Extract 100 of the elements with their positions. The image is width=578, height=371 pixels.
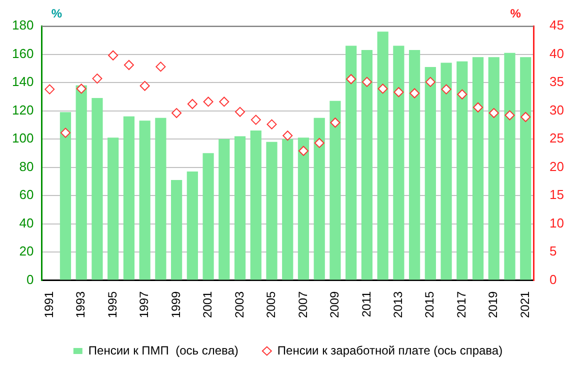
point: [488, 108, 499, 118]
y-tick-label: 180: [12, 18, 34, 33]
y2-tick-label: 20: [550, 158, 564, 174]
point: [282, 130, 293, 141]
bar: [330, 100, 341, 280]
x-tick-label: 2015: [422, 290, 437, 318]
point: [425, 76, 436, 87]
bar: [92, 98, 103, 280]
y-tick-label: 140: [12, 74, 34, 90]
point: [330, 118, 340, 128]
point: [140, 80, 150, 91]
y-tick-label: 20: [19, 244, 34, 259]
y-tick-label: 40: [19, 215, 34, 230]
bar: [108, 138, 119, 280]
point: [378, 84, 388, 94]
point: [314, 138, 324, 148]
x-tick-label: 1991: [42, 290, 56, 318]
point: [124, 60, 134, 70]
point: [473, 102, 484, 112]
point: [362, 76, 372, 87]
y2-tick-label: 5: [550, 244, 557, 259]
y2-tick-label: 25: [550, 130, 564, 146]
bar: [139, 120, 150, 280]
x-tick-label: 2011: [359, 290, 374, 318]
point: [92, 74, 102, 84]
bar: [218, 139, 230, 280]
bar: [424, 66, 436, 280]
point: [266, 119, 277, 130]
bar: [504, 52, 516, 280]
bar: [282, 139, 294, 280]
bar: [155, 118, 166, 280]
bar: [171, 180, 182, 280]
legend-label: Пенсии к ПМП (ось слева): [88, 343, 238, 358]
point: [394, 87, 404, 98]
y2-axis-title: %: [510, 6, 522, 20]
bar: [314, 118, 325, 280]
y-axis-title: %: [51, 6, 62, 20]
bar: [76, 85, 87, 280]
x-tick-label: 2013: [390, 290, 405, 318]
y-tick-label: 100: [12, 130, 34, 146]
bar: [186, 172, 198, 280]
point: [298, 146, 308, 156]
point: [108, 50, 118, 60]
point: [457, 89, 468, 100]
bar: [361, 50, 372, 280]
y-tick-label: 120: [12, 102, 34, 118]
y-tick-label: 0: [26, 272, 34, 287]
bar: [60, 112, 72, 280]
bar: [456, 61, 468, 280]
bar: [346, 46, 357, 280]
point: [76, 84, 86, 94]
point: [172, 108, 182, 118]
x-tick-label: 2003: [232, 290, 246, 318]
point: [187, 98, 198, 109]
point: [156, 62, 166, 72]
bar: [298, 138, 310, 280]
y2-tick-label: 45: [550, 18, 564, 33]
x-tick-label: 2019: [486, 290, 500, 318]
y2-tick-label: 15: [550, 187, 564, 202]
bar: [202, 153, 214, 280]
bar: [472, 57, 484, 280]
bar: [250, 130, 262, 280]
bar: [123, 116, 135, 280]
x-tick-label: 2005: [264, 290, 278, 318]
bar: [393, 46, 404, 280]
point: [44, 84, 55, 94]
point: [346, 74, 356, 84]
y-tick-label: 60: [19, 187, 34, 202]
point: [60, 128, 70, 138]
bar: [520, 57, 532, 280]
bar: [266, 142, 278, 280]
x-tick-label: 2021: [518, 290, 532, 318]
point: [410, 88, 420, 98]
point: [203, 96, 214, 107]
bar: [440, 62, 452, 280]
y-tick-label: 80: [19, 158, 34, 174]
y2-tick-label: 30: [550, 102, 564, 118]
x-tick-label: 1999: [168, 290, 183, 318]
point: [504, 110, 515, 120]
bar: [234, 136, 246, 280]
bar: [408, 50, 420, 280]
point: [250, 114, 261, 125]
legend-label: Пенсии к заработной плате (ось справа): [277, 343, 503, 358]
bar: [377, 32, 388, 280]
y2-tick-label: 0: [550, 272, 557, 287]
y-tick-label: 160: [12, 46, 34, 61]
x-tick-label: 1997: [137, 290, 152, 318]
x-tick-label: 2007: [296, 290, 310, 318]
y2-tick-label: 40: [550, 46, 564, 61]
point: [219, 96, 230, 107]
x-tick-label: 2001: [200, 290, 215, 318]
x-tick-label: 2009: [328, 290, 342, 318]
x-tick-label: 1995: [105, 290, 120, 318]
x-tick-label: 1993: [74, 290, 88, 318]
y2-tick-label: 10: [550, 215, 564, 230]
bar: [488, 57, 500, 280]
x-tick-label: 2017: [454, 290, 468, 318]
point: [441, 84, 452, 94]
y2-tick-label: 35: [550, 74, 564, 90]
point: [235, 106, 246, 117]
